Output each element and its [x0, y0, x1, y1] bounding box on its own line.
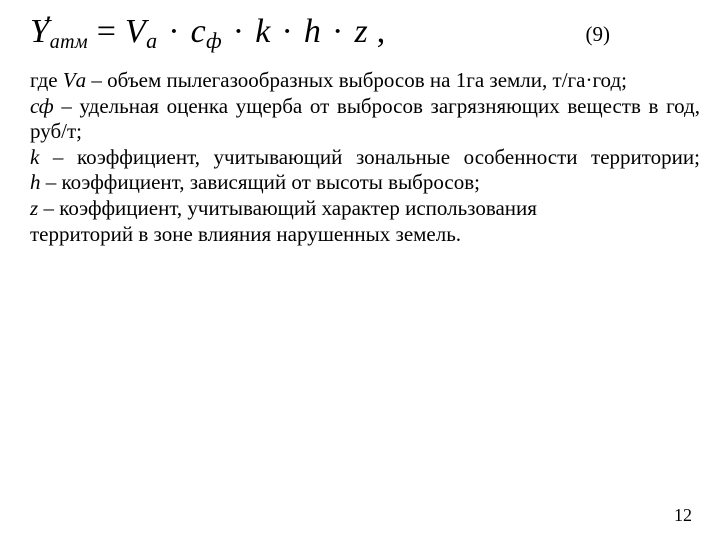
formula-comma: ,	[368, 13, 386, 50]
def-text: – коэффициент, учитывающий зональные осо…	[39, 145, 700, 169]
formula-dot: ·	[330, 13, 346, 50]
formula-dot: ·	[231, 13, 247, 50]
page-number: 12	[674, 505, 692, 526]
formula-V: V	[125, 13, 146, 50]
formula-dot: ·	[166, 13, 182, 50]
def-var: z	[30, 196, 38, 220]
formula-dot: ·	[279, 13, 295, 50]
def-text: – объем пылегазообразных выбросов на 1га…	[86, 68, 627, 92]
def-var: сф	[30, 94, 54, 118]
formula-c-sub: ф	[206, 28, 222, 53]
formula: Y′атм = Vа · cф · k · h · z ,	[30, 10, 386, 54]
def-var: k	[30, 145, 39, 169]
definition-line: территорий в зоне влияния нарушенных зем…	[30, 222, 700, 248]
formula-row: Y′атм = Vа · cф · k · h · z , (9)	[30, 10, 700, 54]
def-text: – удельная оценка ущерба от выбросов заг…	[30, 94, 700, 144]
formula-eq: =	[97, 13, 116, 50]
definition-line: z – коэффициент, учитывающий характер ис…	[30, 196, 700, 222]
definitions-block: где Vа – объем пылегазообразных выбросов…	[30, 68, 700, 247]
def-text: – коэффициент, зависящий от высоты выбро…	[41, 170, 480, 194]
def-var: h	[30, 170, 41, 194]
def-prefix: где	[30, 68, 63, 92]
definition-line: k – коэффициент, учитывающий зональные о…	[30, 145, 700, 171]
formula-lhs-sub: атм	[50, 31, 88, 53]
def-text: территорий в зоне влияния нарушенных зем…	[30, 222, 461, 246]
equation-number: (9)	[586, 10, 701, 47]
definition-line: сф – удельная оценка ущерба от выбросов …	[30, 94, 700, 145]
formula-V-sub: а	[146, 28, 157, 53]
formula-k: k	[255, 13, 270, 50]
def-text: – коэффициент, учитывающий характер испо…	[38, 196, 537, 220]
document-page: Y′атм = Vа · cф · k · h · z , (9) где Vа…	[0, 0, 720, 540]
formula-z: z	[354, 13, 368, 50]
definition-line: где Vа – объем пылегазообразных выбросов…	[30, 68, 700, 94]
formula-c: c	[191, 13, 206, 50]
definition-line: h – коэффициент, зависящий от высоты выб…	[30, 170, 700, 196]
formula-h: h	[304, 13, 321, 50]
def-var: Vа	[63, 68, 86, 92]
